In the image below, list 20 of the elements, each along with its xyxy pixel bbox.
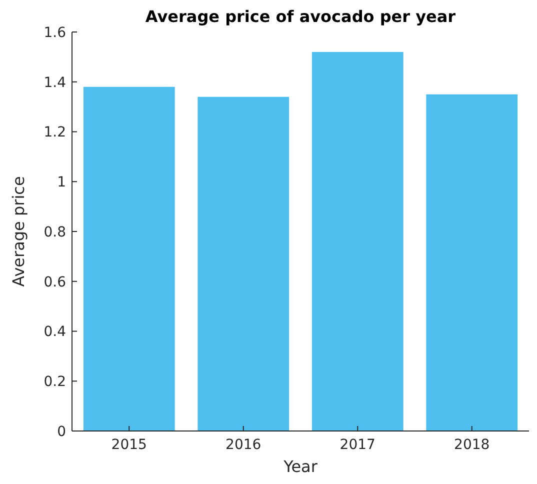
bar xyxy=(426,94,518,431)
y-tick-label: 0.4 xyxy=(44,324,66,340)
chart-title: Average price of avocado per year xyxy=(145,7,456,26)
y-axis-title: Average price xyxy=(9,176,28,287)
x-tick-label: 2015 xyxy=(111,437,147,453)
y-tick-label: 1 xyxy=(57,174,66,191)
bar xyxy=(83,86,175,431)
y-tick-label: 0.2 xyxy=(44,374,66,390)
bar xyxy=(312,52,404,431)
x-tick-label: 2018 xyxy=(454,437,490,453)
x-axis-title: Year xyxy=(282,457,318,476)
y-tick-label: 1.4 xyxy=(44,74,66,91)
y-tick-label: 0.6 xyxy=(44,274,66,290)
x-tick-label: 2016 xyxy=(226,437,262,453)
y-tick-label: 0 xyxy=(57,424,66,440)
x-tick-label: 2017 xyxy=(340,437,376,453)
y-tick-label: 0.8 xyxy=(44,224,66,240)
y-tick-label: 1.6 xyxy=(44,24,66,41)
bar xyxy=(198,96,290,431)
y-tick-label: 1.2 xyxy=(44,124,66,141)
